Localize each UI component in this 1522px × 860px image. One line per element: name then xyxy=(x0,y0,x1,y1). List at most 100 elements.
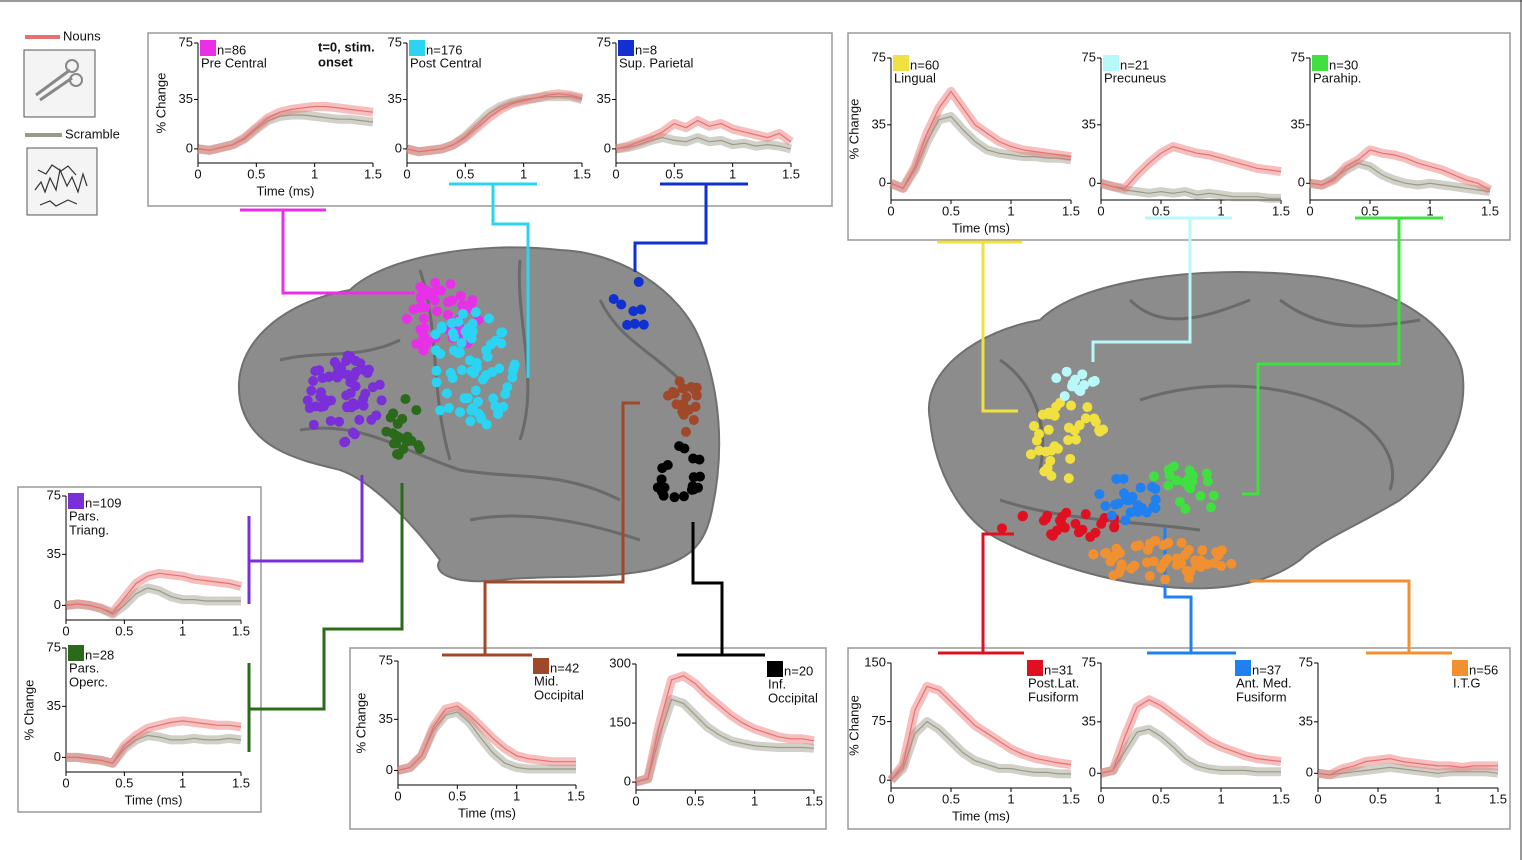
electrode xyxy=(1066,400,1077,411)
electrode xyxy=(1148,501,1159,512)
electrode xyxy=(314,365,325,376)
electrode xyxy=(1034,429,1045,440)
x-tick-label: 1.5 xyxy=(805,793,823,808)
electrode xyxy=(496,338,507,349)
region-title: I.T.G xyxy=(1453,675,1480,690)
electrode xyxy=(350,355,361,366)
electrode xyxy=(1118,473,1129,484)
region-title: Operc. xyxy=(69,674,108,689)
x-axis-label: Time (ms) xyxy=(458,805,516,820)
series-line xyxy=(615,119,792,150)
x-tick-label: 1.5 xyxy=(364,166,382,181)
electrode xyxy=(441,388,452,399)
y-tick-label: 75 xyxy=(597,34,611,49)
x-tick-label: 0 xyxy=(887,791,894,806)
electrode xyxy=(1087,376,1098,387)
electrode xyxy=(1029,421,1040,432)
legend-label: Scramble xyxy=(65,126,120,141)
region-title: Occipital xyxy=(534,687,584,702)
electrode xyxy=(431,377,442,388)
electrode xyxy=(1025,449,1036,460)
color-swatch xyxy=(1103,55,1119,71)
color-swatch xyxy=(893,55,909,71)
electrode xyxy=(350,381,361,392)
y-tick-label: 0 xyxy=(54,597,61,612)
electrode xyxy=(415,281,426,292)
electrode xyxy=(465,355,476,366)
series-line xyxy=(615,136,792,150)
series-line xyxy=(1317,766,1499,776)
x-axis-label: Time (ms) xyxy=(952,808,1010,823)
electrode xyxy=(1164,470,1175,481)
y-tick-label: 0 xyxy=(395,140,402,155)
series-line xyxy=(635,675,815,783)
series-line xyxy=(1100,699,1282,774)
x-tick-label: 0 xyxy=(1306,203,1313,218)
region-title: Post Central xyxy=(410,55,482,70)
y-tick-label: 0 xyxy=(1298,175,1305,190)
electrode xyxy=(1061,366,1072,377)
brain-sulci xyxy=(279,259,682,542)
electrode xyxy=(1037,409,1048,420)
x-tick-label: 0 xyxy=(62,623,69,638)
y-tick-label: 0 xyxy=(1089,175,1096,190)
scissors-icon xyxy=(69,73,83,87)
color-swatch xyxy=(409,40,425,56)
electrode xyxy=(339,437,350,448)
electrode xyxy=(669,492,680,503)
color-swatch xyxy=(618,40,634,56)
electrode xyxy=(1135,482,1146,493)
color-swatch xyxy=(767,661,783,677)
n-label: n=60 xyxy=(910,57,939,72)
scissors-icon xyxy=(35,68,73,102)
x-tick-label: 1.5 xyxy=(1489,791,1507,806)
electrode xyxy=(414,443,425,454)
electrode xyxy=(456,365,467,376)
electrode xyxy=(629,318,640,329)
series-line xyxy=(890,720,1071,781)
region-title: Pars. xyxy=(69,508,99,523)
x-axis-label: Time (ms) xyxy=(256,183,314,198)
electrode xyxy=(652,482,663,493)
electrode xyxy=(376,395,387,406)
n-label: n=37 xyxy=(1252,662,1281,677)
electrode xyxy=(466,405,477,416)
electrode xyxy=(687,481,698,492)
connector xyxy=(938,532,1024,655)
connector xyxy=(247,475,364,604)
electrode xyxy=(1163,480,1174,491)
electrode xyxy=(616,299,627,310)
n-label: n=8 xyxy=(635,42,657,57)
electrode xyxy=(320,395,331,406)
electrode xyxy=(1185,483,1196,494)
electrode xyxy=(674,376,685,387)
electrode xyxy=(456,337,467,348)
series-line xyxy=(1309,149,1491,191)
electrode xyxy=(401,313,412,324)
electrode xyxy=(1101,548,1112,559)
connector xyxy=(247,483,404,752)
connector xyxy=(449,182,537,378)
electrode xyxy=(608,294,619,305)
electrode xyxy=(1126,563,1137,574)
y-tick-label: 0 xyxy=(186,140,193,155)
y-axis-label: % Change xyxy=(153,73,168,134)
region-title: Fusiform xyxy=(1236,689,1287,704)
electrode xyxy=(308,419,319,430)
electrode xyxy=(1197,545,1208,556)
electrode xyxy=(1088,549,1099,560)
electrode xyxy=(445,278,456,289)
electrode xyxy=(334,416,345,427)
series-line xyxy=(197,105,374,151)
electrode xyxy=(1106,510,1117,521)
color-swatch xyxy=(1027,660,1043,676)
n-label: n=20 xyxy=(784,663,813,678)
series-line xyxy=(890,685,1072,781)
right-brain xyxy=(927,271,1465,590)
x-tick-label: 1 xyxy=(1426,203,1433,218)
scissors-icon xyxy=(65,59,79,73)
x-tick-label: 1.5 xyxy=(1062,791,1080,806)
electrode xyxy=(418,313,429,324)
connector xyxy=(1242,216,1443,496)
series-line xyxy=(635,698,815,783)
